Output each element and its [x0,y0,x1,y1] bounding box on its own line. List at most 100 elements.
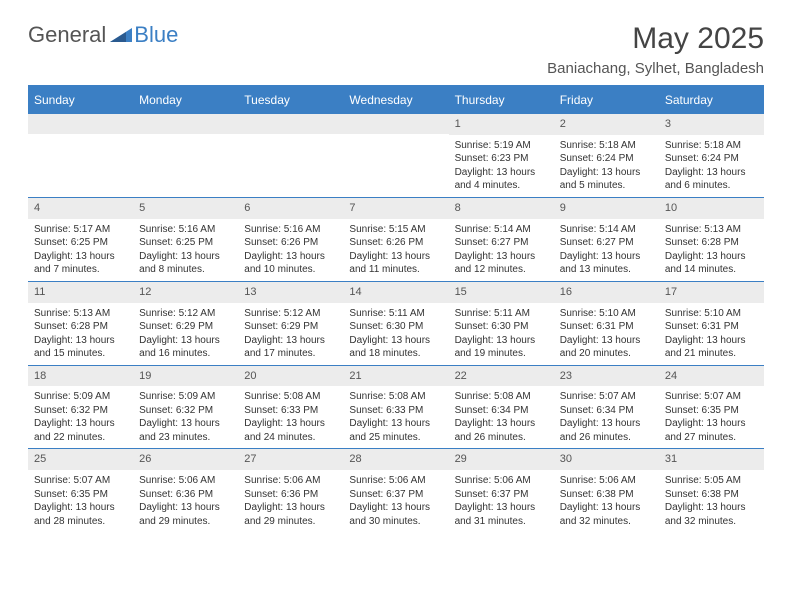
day-info-line: Sunset: 6:35 PM [665,404,758,418]
day-cell: 11Sunrise: 5:13 AMSunset: 6:28 PMDayligh… [28,282,133,365]
day-info-line: and 30 minutes. [349,515,442,529]
day-info-line: Sunrise: 5:14 AM [455,223,548,237]
calendar-grid: SundayMondayTuesdayWednesdayThursdayFrid… [28,85,764,532]
day-info-line: and 8 minutes. [139,263,232,277]
day-cell: 17Sunrise: 5:10 AMSunset: 6:31 PMDayligh… [659,282,764,365]
day-info-line: Daylight: 13 hours [560,166,653,180]
day-cell: 25Sunrise: 5:07 AMSunset: 6:35 PMDayligh… [28,449,133,532]
day-content: Sunrise: 5:14 AMSunset: 6:27 PMDaylight:… [449,219,554,281]
day-number: 23 [554,366,659,387]
day-info-line: Daylight: 13 hours [349,417,442,431]
day-info-line: Sunrise: 5:17 AM [34,223,127,237]
day-info-line: Daylight: 13 hours [665,166,758,180]
day-cell: 23Sunrise: 5:07 AMSunset: 6:34 PMDayligh… [554,366,659,449]
day-cell: 4Sunrise: 5:17 AMSunset: 6:25 PMDaylight… [28,198,133,281]
day-info-line: Daylight: 13 hours [665,501,758,515]
day-info-line: and 5 minutes. [560,179,653,193]
week-row: 11Sunrise: 5:13 AMSunset: 6:28 PMDayligh… [28,281,764,365]
day-content: Sunrise: 5:14 AMSunset: 6:27 PMDaylight:… [554,219,659,281]
day-info-line: Sunrise: 5:07 AM [34,474,127,488]
day-info-line: Sunrise: 5:16 AM [139,223,232,237]
day-info-line: Sunrise: 5:19 AM [455,139,548,153]
day-info-line: Daylight: 13 hours [665,417,758,431]
day-info-line: Daylight: 13 hours [139,501,232,515]
day-number: 26 [133,449,238,470]
day-info-line: Sunrise: 5:06 AM [244,474,337,488]
day-content: Sunrise: 5:05 AMSunset: 6:38 PMDaylight:… [659,470,764,532]
day-number: 7 [343,198,448,219]
day-cell: 27Sunrise: 5:06 AMSunset: 6:36 PMDayligh… [238,449,343,532]
day-cell: 19Sunrise: 5:09 AMSunset: 6:32 PMDayligh… [133,366,238,449]
day-info-line: Sunset: 6:25 PM [139,236,232,250]
day-cell: 9Sunrise: 5:14 AMSunset: 6:27 PMDaylight… [554,198,659,281]
day-info-line: Daylight: 13 hours [455,250,548,264]
day-info-line: and 14 minutes. [665,263,758,277]
day-content: Sunrise: 5:11 AMSunset: 6:30 PMDaylight:… [449,303,554,365]
day-number: 14 [343,282,448,303]
title-block: May 2025 Baniachang, Sylhet, Bangladesh [547,22,764,77]
day-info-line: Sunrise: 5:12 AM [139,307,232,321]
day-info-line: Daylight: 13 hours [455,334,548,348]
day-info-line: and 27 minutes. [665,431,758,445]
day-info-line: Sunset: 6:36 PM [244,488,337,502]
day-info-line: Sunrise: 5:08 AM [244,390,337,404]
day-content: Sunrise: 5:18 AMSunset: 6:24 PMDaylight:… [554,135,659,197]
weekday-header: Monday [133,87,238,113]
day-content: Sunrise: 5:16 AMSunset: 6:25 PMDaylight:… [133,219,238,281]
day-info-line: Sunset: 6:33 PM [349,404,442,418]
day-cell: 16Sunrise: 5:10 AMSunset: 6:31 PMDayligh… [554,282,659,365]
day-number: 15 [449,282,554,303]
day-content: Sunrise: 5:17 AMSunset: 6:25 PMDaylight:… [28,219,133,281]
day-info-line: Sunset: 6:38 PM [665,488,758,502]
day-info-line: Sunrise: 5:12 AM [244,307,337,321]
day-number: 24 [659,366,764,387]
day-info-line: Daylight: 13 hours [349,501,442,515]
day-info-line: Sunrise: 5:18 AM [560,139,653,153]
day-info-line: Sunset: 6:28 PM [34,320,127,334]
day-number: 6 [238,198,343,219]
day-info-line: and 12 minutes. [455,263,548,277]
day-info-line: Sunrise: 5:07 AM [665,390,758,404]
day-info-line: Daylight: 13 hours [244,250,337,264]
day-info-line: and 19 minutes. [455,347,548,361]
day-cell [238,114,343,197]
day-info-line: Sunrise: 5:16 AM [244,223,337,237]
day-info-line: Sunrise: 5:05 AM [665,474,758,488]
day-info-line: Sunrise: 5:09 AM [34,390,127,404]
day-content: Sunrise: 5:16 AMSunset: 6:26 PMDaylight:… [238,219,343,281]
day-cell: 29Sunrise: 5:06 AMSunset: 6:37 PMDayligh… [449,449,554,532]
day-content: Sunrise: 5:07 AMSunset: 6:35 PMDaylight:… [659,386,764,448]
day-info-line: Daylight: 13 hours [665,334,758,348]
day-content: Sunrise: 5:12 AMSunset: 6:29 PMDaylight:… [133,303,238,365]
day-info-line: Sunrise: 5:13 AM [34,307,127,321]
day-number: 4 [28,198,133,219]
day-info-line: Sunset: 6:29 PM [244,320,337,334]
weekday-header: Sunday [28,87,133,113]
day-number: 16 [554,282,659,303]
weekday-header: Friday [554,87,659,113]
day-info-line: Sunset: 6:27 PM [560,236,653,250]
day-info-line: and 17 minutes. [244,347,337,361]
day-info-line: and 11 minutes. [349,263,442,277]
month-title: May 2025 [547,22,764,56]
day-info-line: Sunset: 6:27 PM [455,236,548,250]
day-number: 2 [554,114,659,135]
day-content: Sunrise: 5:11 AMSunset: 6:30 PMDaylight:… [343,303,448,365]
day-content: Sunrise: 5:13 AMSunset: 6:28 PMDaylight:… [28,303,133,365]
day-cell: 14Sunrise: 5:11 AMSunset: 6:30 PMDayligh… [343,282,448,365]
day-info-line: Daylight: 13 hours [665,250,758,264]
day-content: Sunrise: 5:06 AMSunset: 6:37 PMDaylight:… [449,470,554,532]
day-cell: 3Sunrise: 5:18 AMSunset: 6:24 PMDaylight… [659,114,764,197]
day-info-line: Daylight: 13 hours [244,334,337,348]
day-content: Sunrise: 5:09 AMSunset: 6:32 PMDaylight:… [133,386,238,448]
day-cell: 13Sunrise: 5:12 AMSunset: 6:29 PMDayligh… [238,282,343,365]
day-info-line: Sunrise: 5:14 AM [560,223,653,237]
day-info-line: and 21 minutes. [665,347,758,361]
day-info-line: and 18 minutes. [349,347,442,361]
day-info-line: and 29 minutes. [139,515,232,529]
day-content: Sunrise: 5:09 AMSunset: 6:32 PMDaylight:… [28,386,133,448]
day-cell [343,114,448,197]
day-content: Sunrise: 5:13 AMSunset: 6:28 PMDaylight:… [659,219,764,281]
day-cell: 24Sunrise: 5:07 AMSunset: 6:35 PMDayligh… [659,366,764,449]
day-info-line: Sunset: 6:25 PM [34,236,127,250]
